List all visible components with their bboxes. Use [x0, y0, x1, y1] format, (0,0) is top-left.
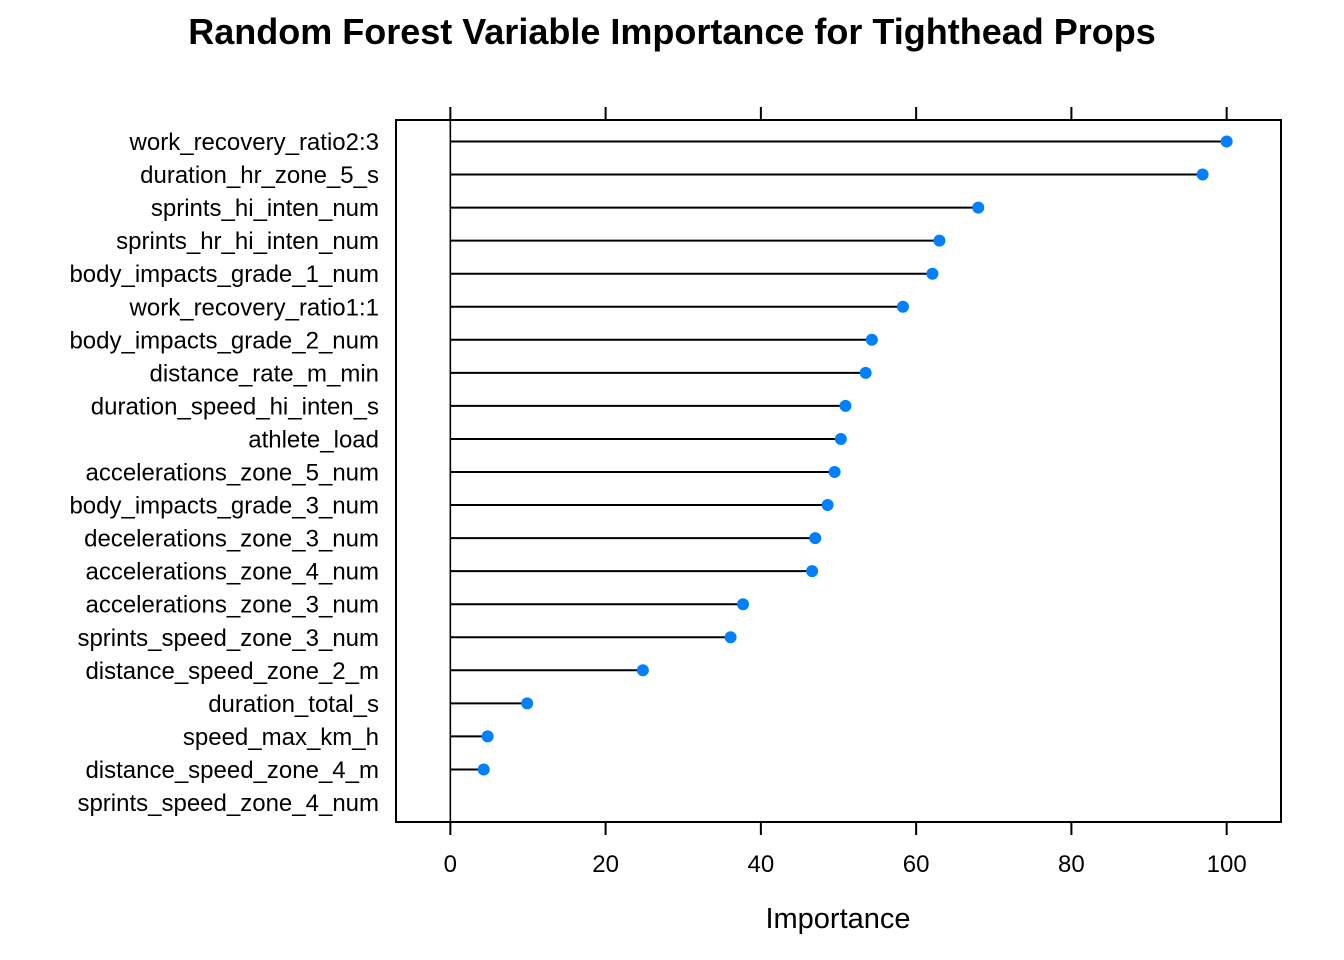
importance-point	[806, 565, 819, 578]
category-label: distance_rate_m_min	[150, 360, 379, 387]
category-label: work_recovery_ratio1:1	[129, 294, 379, 321]
category-label: decelerations_zone_3_num	[84, 526, 379, 553]
x-tick-label: 20	[592, 851, 619, 878]
x-tick-label: 60	[903, 851, 930, 878]
importance-point	[865, 333, 878, 346]
importance-point	[1196, 168, 1209, 181]
importance-point	[859, 366, 872, 379]
category-label: distance_speed_zone_4_m	[85, 757, 379, 784]
category-label: body_impacts_grade_3_num	[69, 493, 379, 520]
importance-point	[521, 697, 534, 710]
plot-frame	[395, 119, 1282, 823]
category-label: body_impacts_grade_2_num	[69, 327, 379, 354]
x-tick-label: 0	[444, 851, 457, 878]
category-labels: work_recovery_ratio2:3 duration_hr_zone_5…	[69, 129, 379, 817]
category-label: duration_speed_hi_inten_s	[91, 393, 379, 420]
importance-point	[926, 267, 939, 280]
importance-point	[724, 631, 737, 644]
importance-point	[896, 300, 909, 313]
category-label: athlete_load	[248, 426, 379, 453]
importance-point	[737, 598, 750, 611]
importance-point	[477, 763, 490, 776]
category-label: sprints_speed_zone_3_num	[77, 625, 379, 652]
x-tick-label: 100	[1207, 851, 1247, 878]
x-tick-label: 40	[748, 851, 775, 878]
category-label: speed_max_km_h	[183, 724, 379, 751]
category-label: sprints_hi_inten_num	[151, 195, 379, 222]
importance-point	[809, 532, 822, 545]
importance-point	[839, 399, 852, 412]
x-axis-title: Importance	[765, 903, 910, 935]
category-label: accelerations_zone_3_num	[85, 592, 379, 619]
category-label: duration_total_s	[208, 691, 379, 718]
importance-point	[1220, 135, 1233, 148]
category-label: work_recovery_ratio2:3	[129, 129, 379, 156]
importance-point	[821, 499, 834, 512]
category-label: sprints_speed_zone_4_num	[77, 790, 379, 817]
category-label: body_impacts_grade_1_num	[69, 261, 379, 288]
category-label: accelerations_zone_5_num	[85, 460, 379, 487]
category-label: distance_speed_zone_2_m	[85, 658, 379, 685]
x-tick-label: 80	[1058, 851, 1085, 878]
importance-point	[972, 201, 985, 214]
importance-point	[933, 234, 946, 247]
importance-point	[636, 664, 649, 677]
category-label: accelerations_zone_4_num	[85, 559, 379, 586]
category-label: sprints_hr_hi_inten_num	[116, 228, 379, 255]
importance-point	[828, 466, 841, 478]
x-axis: 0 20 40 60 80 100	[444, 107, 1247, 878]
importance-point	[481, 730, 494, 743]
importance-point	[834, 432, 847, 445]
category-label: duration_hr_zone_5_s	[140, 162, 379, 189]
chart-title: Random Forest Variable Importance for Ti…	[188, 11, 1156, 52]
plot-marks	[449, 120, 1233, 822]
